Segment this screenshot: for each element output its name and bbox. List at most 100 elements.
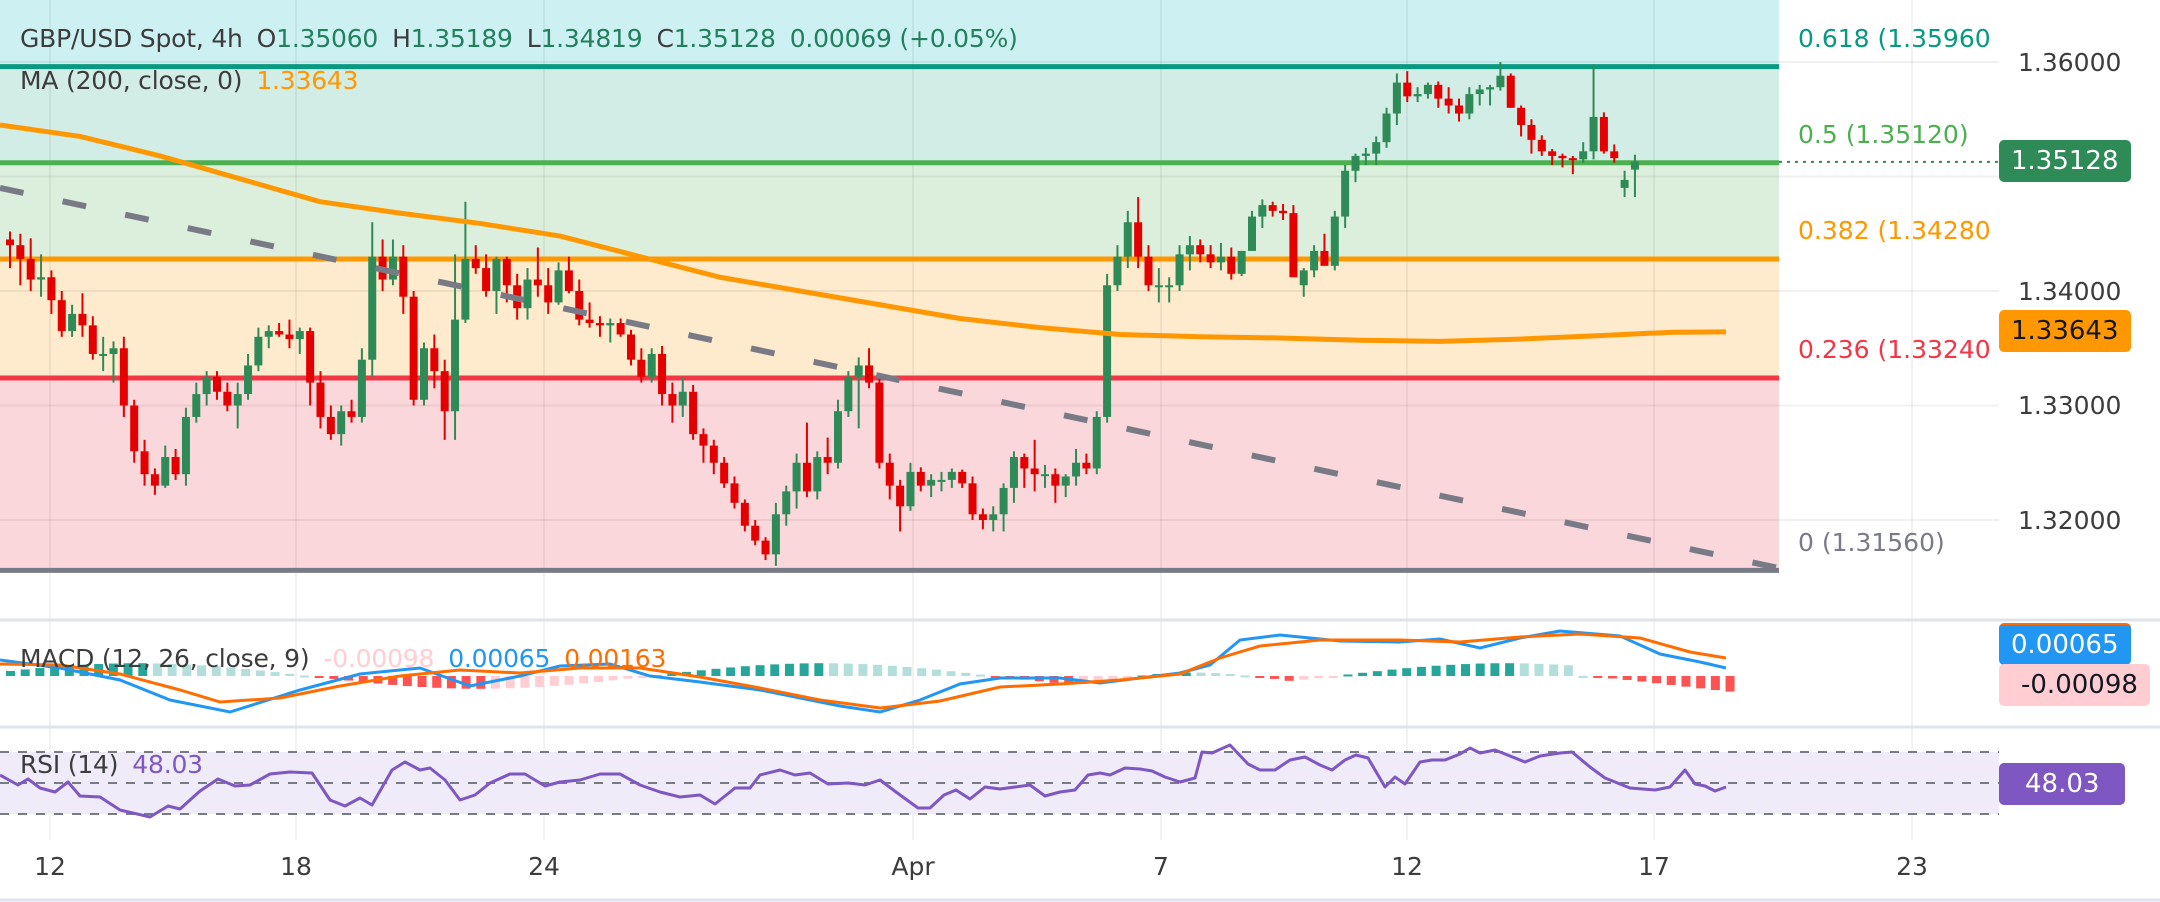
candle-body bbox=[430, 348, 439, 372]
candle-body bbox=[1196, 245, 1205, 255]
candle-body bbox=[1154, 285, 1163, 288]
candle-body bbox=[161, 457, 170, 486]
macd-histogram-bar bbox=[79, 664, 89, 676]
candle-body bbox=[1475, 89, 1484, 95]
candle-body bbox=[440, 371, 449, 412]
candle-body bbox=[1103, 285, 1112, 417]
candle-body bbox=[1082, 462, 1091, 469]
macd-histogram-bar bbox=[461, 676, 471, 689]
candle-body bbox=[1248, 216, 1256, 251]
macd-histogram-bar bbox=[1122, 676, 1132, 678]
candle-body bbox=[471, 258, 480, 269]
candle-body bbox=[1455, 105, 1463, 114]
candle-body bbox=[502, 258, 511, 286]
macd-histogram-bar bbox=[358, 676, 368, 683]
macd-histogram-bar bbox=[1578, 675, 1588, 678]
macd-legend[interactable]: MACD (12, 26, close, 9) -0.00098 0.00065 0.… bbox=[20, 644, 680, 673]
price-tick: 1.32000 bbox=[2018, 506, 2122, 535]
macd-histogram-bar bbox=[1255, 676, 1265, 678]
fib-zone bbox=[0, 66, 1779, 163]
candle-body bbox=[1599, 116, 1608, 152]
fib-zone bbox=[0, 162, 1779, 259]
macd-histogram-bar bbox=[1328, 676, 1338, 678]
macd-histogram-bar bbox=[1652, 676, 1662, 684]
candle-body bbox=[244, 365, 253, 395]
candle-body bbox=[606, 323, 615, 326]
candle-body bbox=[275, 331, 284, 335]
macd-histogram-bar bbox=[1093, 676, 1103, 682]
macd-histogram-bar bbox=[1343, 674, 1353, 677]
candle-body bbox=[865, 365, 874, 383]
macd-histogram-bar bbox=[1461, 664, 1471, 676]
macd-histogram-bar bbox=[167, 663, 177, 676]
fib-level-label: 0 (1.31560) bbox=[1798, 528, 1945, 557]
candle-body bbox=[1372, 142, 1381, 154]
candle-body bbox=[937, 479, 946, 482]
candle-body bbox=[668, 394, 677, 406]
candle-body bbox=[823, 457, 832, 463]
fib-zone-top bbox=[0, 0, 1779, 67]
candle-body bbox=[461, 258, 470, 320]
macd-histogram-bar bbox=[667, 673, 677, 676]
macd-histogram-bar bbox=[873, 664, 883, 676]
candle-body bbox=[16, 245, 25, 259]
candle-body bbox=[171, 457, 180, 475]
candle-body bbox=[1434, 84, 1443, 99]
macd-histogram-bar bbox=[961, 672, 971, 676]
price-tick: 1.33000 bbox=[2018, 391, 2122, 420]
candle-body bbox=[1548, 151, 1557, 156]
macd-histogram-bar bbox=[1108, 676, 1118, 680]
candle-body bbox=[119, 348, 128, 406]
macd-histogram-bar bbox=[990, 676, 1000, 678]
fib-zone bbox=[0, 258, 1779, 379]
macd-histogram-bar bbox=[1725, 676, 1735, 692]
macd-histogram-bar bbox=[432, 676, 442, 688]
candle-body bbox=[223, 391, 232, 406]
candle-body bbox=[399, 256, 408, 297]
candle-body bbox=[88, 325, 97, 354]
rsi-tag: 48.03 bbox=[1999, 763, 2126, 805]
candle-body bbox=[792, 462, 801, 492]
candle-body bbox=[233, 394, 242, 406]
candle-body bbox=[1413, 94, 1422, 97]
candle-body bbox=[554, 270, 563, 303]
candle-body bbox=[916, 471, 925, 486]
macd-histogram-bar bbox=[6, 671, 15, 676]
macd-histogram-bar bbox=[843, 663, 853, 676]
candle-body bbox=[451, 319, 460, 412]
fib-level-label: 0.5 (1.35120) bbox=[1798, 120, 1969, 149]
ma-legend[interactable]: MA (200, close, 0) 1.33643 bbox=[20, 66, 372, 95]
candle-body bbox=[1517, 107, 1526, 125]
candle-body bbox=[1227, 256, 1236, 274]
candle-body bbox=[1496, 75, 1505, 88]
candle-body bbox=[1268, 205, 1277, 211]
macd-histogram-bar bbox=[20, 669, 30, 676]
macd-histogram-bar bbox=[1563, 665, 1573, 676]
macd-histogram-bar bbox=[1402, 668, 1412, 676]
signal-line bbox=[0, 632, 1727, 710]
macd-histogram-bar bbox=[1269, 676, 1279, 679]
macd-histogram-bar bbox=[197, 665, 207, 676]
candle-body bbox=[37, 277, 46, 280]
macd-histogram-bar bbox=[123, 663, 133, 676]
macd-histogram-bar bbox=[931, 669, 941, 676]
candle-body bbox=[1020, 457, 1029, 469]
candle-body bbox=[616, 323, 625, 335]
candle-body bbox=[751, 525, 760, 541]
candle-body bbox=[906, 471, 915, 507]
symbol-legend: GBP/USD Spot, 4h O1.35060 H1.35189 L1.34819… bbox=[20, 24, 1018, 53]
macd-histogram-bar bbox=[799, 663, 809, 676]
ma-label: MA (200, close, 0) bbox=[20, 66, 243, 95]
macd-histogram-bar bbox=[770, 664, 780, 676]
candle-body bbox=[782, 491, 791, 515]
macd-histogram-bar bbox=[1549, 664, 1559, 676]
candle-body bbox=[1320, 250, 1329, 266]
candle-body bbox=[388, 256, 397, 280]
fib-level-label: 0.236 (1.33240 bbox=[1798, 335, 1991, 364]
macd-histogram-bar bbox=[1681, 676, 1691, 687]
macd-histogram-bar bbox=[1475, 663, 1485, 676]
candle-body bbox=[1630, 161, 1639, 170]
candle-body bbox=[968, 483, 977, 515]
rsi-legend[interactable]: RSI (14) 48.03 bbox=[20, 750, 217, 779]
